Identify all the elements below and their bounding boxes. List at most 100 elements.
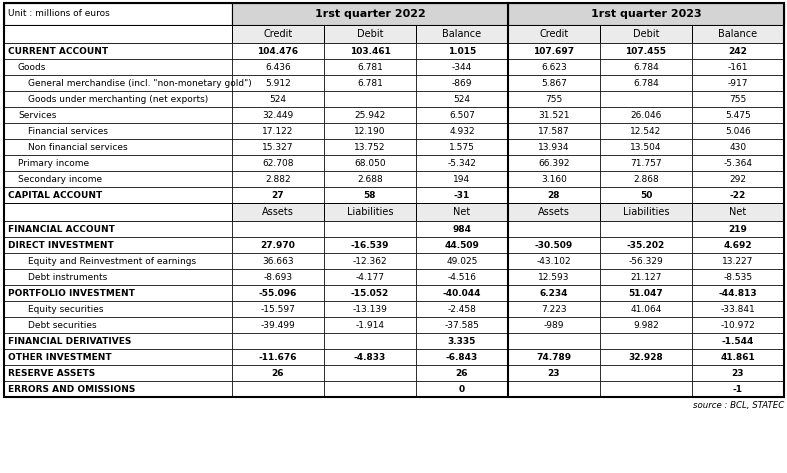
Bar xyxy=(4,155,232,171)
Bar xyxy=(600,253,692,269)
Text: 26.046: 26.046 xyxy=(630,111,662,120)
Bar xyxy=(508,237,600,253)
Text: 7.223: 7.223 xyxy=(541,305,567,314)
Text: 4.932: 4.932 xyxy=(449,126,475,135)
Bar xyxy=(600,349,692,365)
Text: 5.867: 5.867 xyxy=(541,79,567,88)
Bar xyxy=(4,3,784,397)
Bar xyxy=(508,203,600,221)
Bar xyxy=(416,155,508,171)
Bar xyxy=(692,269,784,285)
Text: 28: 28 xyxy=(548,191,560,200)
Bar xyxy=(232,317,324,333)
Bar xyxy=(416,59,508,75)
Bar xyxy=(324,139,416,155)
Text: 5.912: 5.912 xyxy=(265,79,291,88)
Bar xyxy=(4,139,232,155)
Text: Secondary income: Secondary income xyxy=(18,175,102,184)
Text: 3.160: 3.160 xyxy=(541,175,567,184)
Bar xyxy=(600,333,692,349)
Text: -31: -31 xyxy=(454,191,470,200)
Bar xyxy=(4,171,232,187)
Bar xyxy=(508,317,600,333)
Bar xyxy=(324,187,416,203)
Bar xyxy=(4,91,232,107)
Text: Credit: Credit xyxy=(539,29,569,39)
Text: 13.752: 13.752 xyxy=(354,142,386,151)
Text: Non financial services: Non financial services xyxy=(28,142,127,151)
Text: 524: 524 xyxy=(269,95,286,104)
Text: -161: -161 xyxy=(728,62,748,71)
Text: 292: 292 xyxy=(730,175,747,184)
Bar xyxy=(232,333,324,349)
Bar xyxy=(508,91,600,107)
Text: 6.234: 6.234 xyxy=(540,289,568,298)
Bar xyxy=(232,171,324,187)
Bar xyxy=(324,25,416,43)
Bar xyxy=(232,3,508,25)
Text: 74.789: 74.789 xyxy=(537,352,571,361)
Text: Debt instruments: Debt instruments xyxy=(28,272,107,281)
Text: Debit: Debit xyxy=(633,29,660,39)
Bar xyxy=(324,155,416,171)
Text: -4.516: -4.516 xyxy=(448,272,476,281)
Text: 1.575: 1.575 xyxy=(449,142,475,151)
Text: 27.970: 27.970 xyxy=(260,240,295,249)
Bar xyxy=(600,139,692,155)
Bar xyxy=(692,301,784,317)
Text: 12.542: 12.542 xyxy=(630,126,662,135)
Bar xyxy=(600,75,692,91)
Bar xyxy=(416,333,508,349)
Text: Primary income: Primary income xyxy=(18,158,89,167)
Bar xyxy=(600,155,692,171)
Bar xyxy=(4,25,232,43)
Bar xyxy=(324,171,416,187)
Bar xyxy=(232,187,324,203)
Bar xyxy=(508,139,600,155)
Bar xyxy=(4,253,232,269)
Text: 41.064: 41.064 xyxy=(630,305,662,314)
Bar xyxy=(4,75,232,91)
Bar xyxy=(600,317,692,333)
Bar xyxy=(324,59,416,75)
Bar xyxy=(416,301,508,317)
Bar xyxy=(600,285,692,301)
Bar xyxy=(416,139,508,155)
Text: -55.096: -55.096 xyxy=(259,289,297,298)
Bar xyxy=(692,171,784,187)
Bar xyxy=(692,107,784,123)
Text: Balance: Balance xyxy=(442,29,482,39)
Bar xyxy=(324,203,416,221)
Text: 26: 26 xyxy=(272,368,284,377)
Text: PORTFOLIO INVESTMENT: PORTFOLIO INVESTMENT xyxy=(8,289,135,298)
Text: 50: 50 xyxy=(640,191,652,200)
Bar xyxy=(4,333,232,349)
Text: Debit: Debit xyxy=(357,29,383,39)
Bar xyxy=(324,333,416,349)
Bar xyxy=(4,237,232,253)
Text: OTHER INVESTMENT: OTHER INVESTMENT xyxy=(8,352,112,361)
Bar xyxy=(4,285,232,301)
Bar xyxy=(692,187,784,203)
Text: -16.539: -16.539 xyxy=(351,240,390,249)
Text: -344: -344 xyxy=(452,62,472,71)
Bar xyxy=(508,253,600,269)
Bar xyxy=(692,43,784,59)
Bar xyxy=(4,349,232,365)
Bar xyxy=(508,333,600,349)
Bar xyxy=(4,317,232,333)
Bar xyxy=(600,43,692,59)
Text: 13.504: 13.504 xyxy=(630,142,662,151)
Bar xyxy=(692,237,784,253)
Bar xyxy=(232,75,324,91)
Bar xyxy=(416,25,508,43)
Text: -8.693: -8.693 xyxy=(264,272,293,281)
Text: -12.362: -12.362 xyxy=(353,256,387,265)
Text: Debt securities: Debt securities xyxy=(28,321,97,330)
Text: 3.335: 3.335 xyxy=(448,336,476,345)
Text: DIRECT INVESTMENT: DIRECT INVESTMENT xyxy=(8,240,114,249)
Text: -30.509: -30.509 xyxy=(535,240,573,249)
Bar xyxy=(232,91,324,107)
Text: 32.928: 32.928 xyxy=(629,352,663,361)
Bar xyxy=(4,365,232,381)
